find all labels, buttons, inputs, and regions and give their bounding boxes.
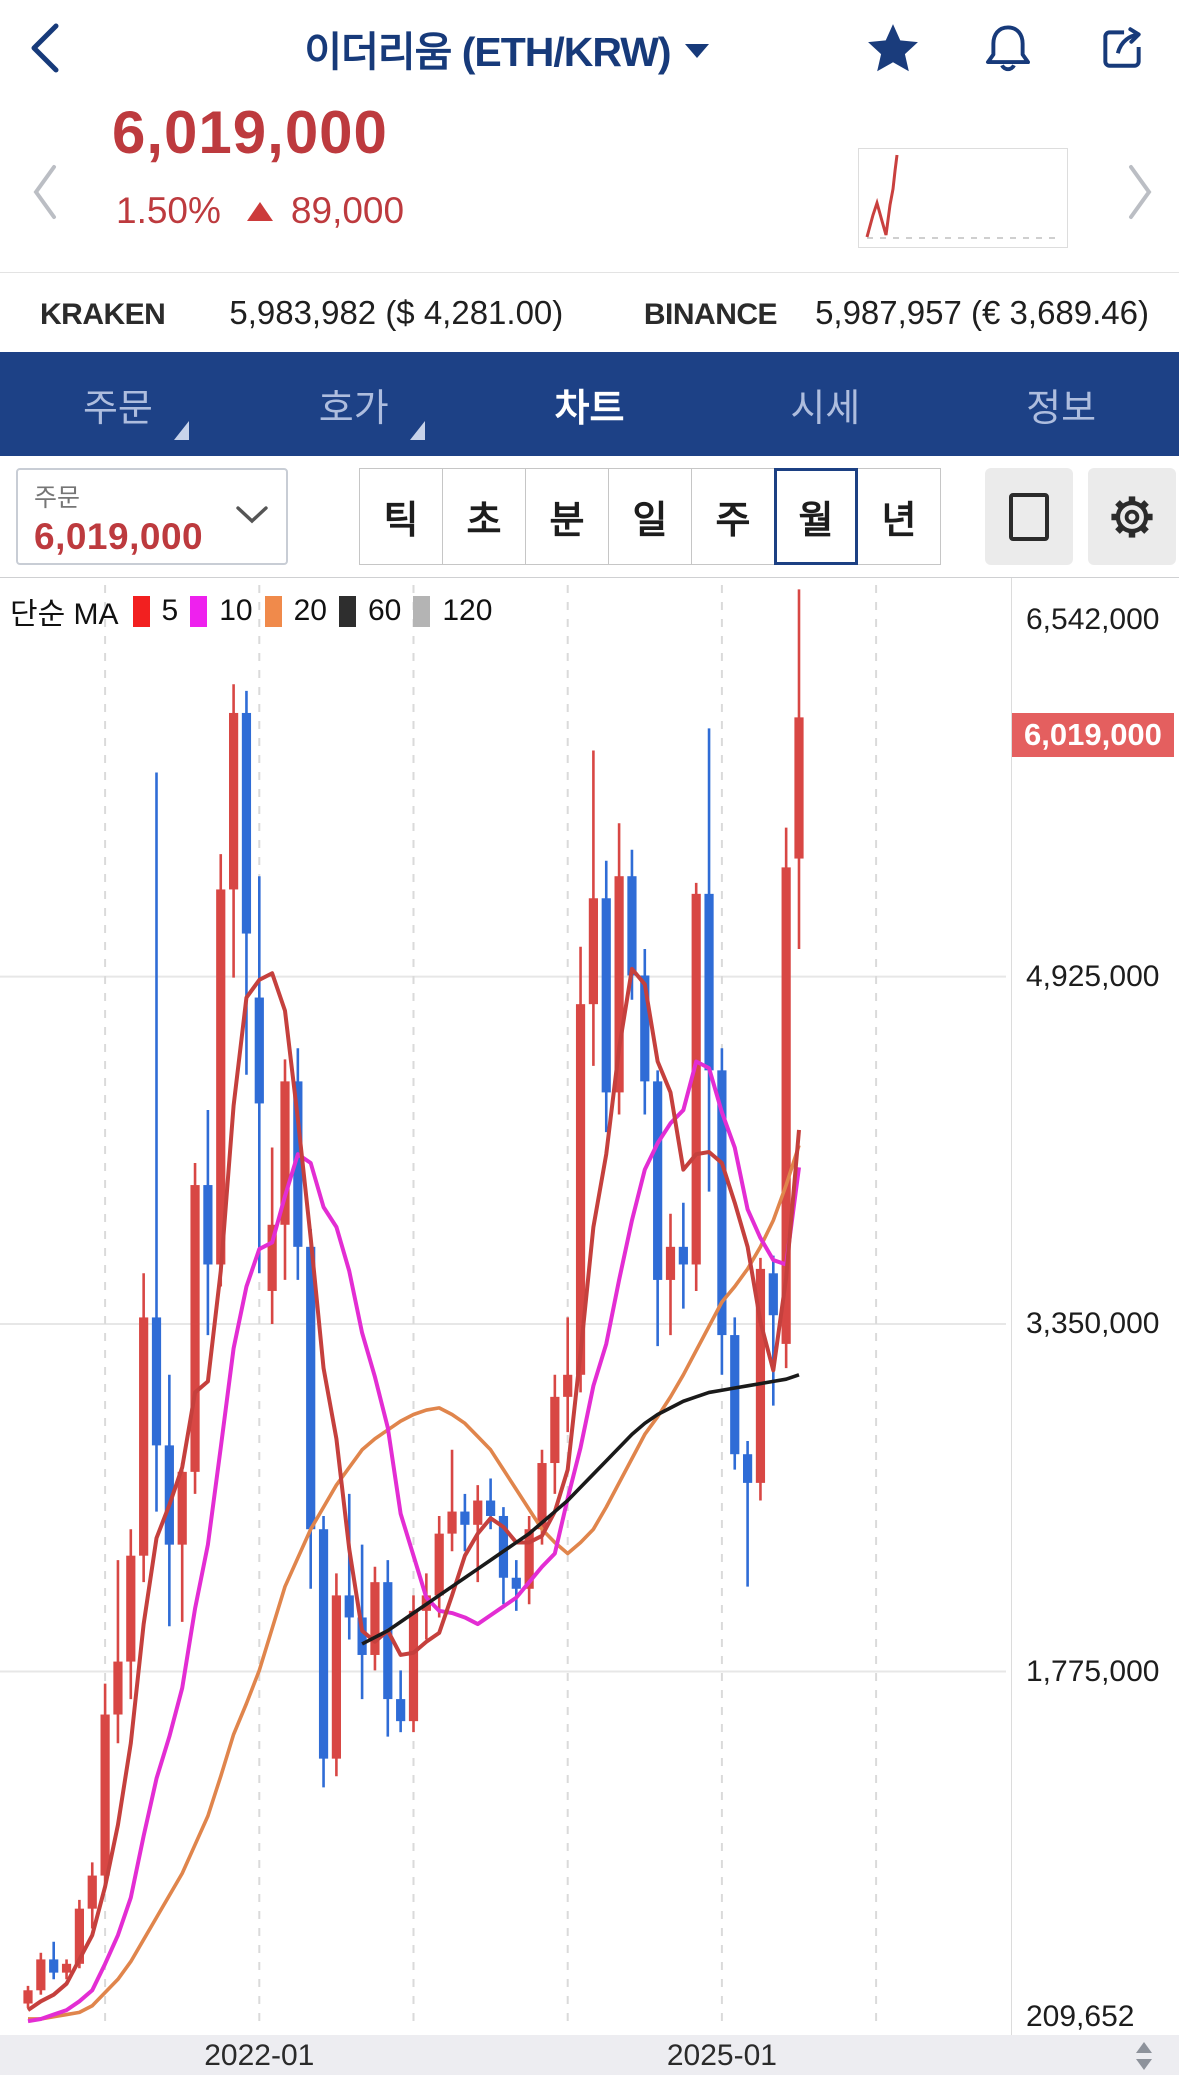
main-tab-bar: 주문 호가 차트 시세 정보: [0, 352, 1179, 456]
settings-button[interactable]: [1088, 468, 1176, 565]
y-axis-label: 4,925,000: [1026, 959, 1160, 993]
x-axis-label: 2025-01: [666, 2039, 777, 2072]
period-day[interactable]: 일: [608, 468, 692, 565]
back-button[interactable]: [26, 21, 116, 75]
prev-symbol-button[interactable]: [30, 162, 60, 225]
chevron-down-icon: [236, 506, 268, 524]
tab-label: 호가: [318, 387, 389, 430]
chevron-left-icon: [33, 165, 56, 219]
ma5-label: 5: [161, 594, 179, 627]
tab-order[interactable]: 주문: [0, 352, 236, 456]
gear-icon: [1111, 495, 1153, 538]
current-price-tag: 6,019,000: [1012, 713, 1174, 758]
price-section: 6,019,000 1.50% 89,000: [0, 96, 1179, 272]
next-symbol-button[interactable]: [1125, 162, 1155, 225]
dropdown-caret-icon: [684, 44, 709, 58]
ma120-color-chip: [413, 595, 431, 627]
order-box-value: 6,019,000: [34, 516, 204, 557]
period-month[interactable]: 월: [774, 468, 858, 565]
tab-label: 주문: [82, 387, 153, 430]
period-second[interactable]: 초: [442, 468, 526, 565]
change-amount: 89,000: [290, 190, 405, 231]
period-week[interactable]: 주: [691, 468, 775, 565]
chart-type-button[interactable]: [985, 468, 1073, 565]
period-year[interactable]: 년: [857, 468, 941, 565]
chart-region[interactable]: 단순 MA 5 10 20 60 120 6,542,000 4,925,000 3…: [0, 577, 1179, 2075]
ma20-label: 20: [293, 594, 327, 627]
symbol-title: 이더리움 (ETH/KRW): [304, 29, 671, 75]
tab-label: 정보: [1026, 387, 1097, 430]
page-title[interactable]: 이더리움 (ETH/KRW): [116, 18, 867, 78]
exchange-name: KRAKEN: [40, 297, 166, 331]
ma20-color-chip: [264, 595, 282, 627]
ma60-color-chip: [338, 595, 356, 627]
alert-button[interactable]: [983, 22, 1033, 74]
exchange-prices: KRAKEN 5,983,982 ($ 4,281.00) BINANCE 5,…: [0, 272, 1179, 352]
favorite-button[interactable]: [867, 23, 919, 73]
updown-arrows-icon[interactable]: [1128, 2040, 1160, 2072]
top-icons: [867, 22, 1153, 74]
ma10-label: 10: [219, 594, 253, 627]
y-axis-label: 1,775,000: [1026, 1654, 1160, 1688]
top-bar: 이더리움 (ETH/KRW): [0, 0, 1179, 96]
sparkline: [858, 148, 1068, 248]
exchange-kraken: KRAKEN 5,983,982 ($ 4,281.00): [40, 294, 563, 332]
up-triangle-icon: [246, 201, 273, 221]
submenu-corner-icon: [410, 421, 426, 440]
chevron-left-icon: [31, 23, 59, 73]
ma5-color-chip: [132, 595, 150, 627]
y-axis-label: 6,542,000: [1026, 602, 1160, 636]
period-button-group: 틱 초 분 일 주 월 년: [359, 468, 941, 565]
y-axis-label: 209,652: [1026, 1999, 1135, 2033]
tab-label: 시세: [790, 387, 861, 430]
square-icon: [1009, 492, 1049, 541]
tab-market[interactable]: 시세: [707, 352, 943, 456]
share-icon: [1103, 27, 1141, 68]
period-tick[interactable]: 틱: [359, 468, 443, 565]
submenu-corner-icon: [174, 421, 190, 440]
divider: [0, 577, 1179, 578]
candlestick-chart[interactable]: [0, 578, 1011, 2035]
order-price-dropdown[interactable]: 주문 6,019,000: [16, 468, 288, 565]
ma120-label: 120: [442, 594, 493, 627]
current-price: 6,019,000: [112, 99, 388, 166]
exchange-name: BINANCE: [643, 297, 778, 331]
ma-legend: 단순 MA 5 10 20 60 120: [10, 589, 492, 633]
y-axis: 6,542,000 4,925,000 3,350,000 1,775,000 209,…: [1011, 578, 1179, 2035]
tab-chart[interactable]: 차트: [472, 352, 708, 456]
tab-info[interactable]: 정보: [943, 352, 1179, 456]
ma60-label: 60: [367, 594, 402, 627]
order-box-label: 주문: [34, 484, 81, 512]
exchange-price: 5,983,982 ($ 4,281.00): [229, 293, 564, 331]
change-percent: 1.50%: [116, 190, 221, 231]
period-minute[interactable]: 분: [525, 468, 609, 565]
chart-controls: 주문 6,019,000 틱 초 분 일 주 월 년: [0, 456, 1179, 577]
bell-icon: [986, 25, 1030, 72]
x-axis[interactable]: 2022-01 2025-01: [0, 2035, 1179, 2075]
share-button[interactable]: [1097, 23, 1147, 73]
exchange-price: 5,987,957 (€ 3,689.46): [815, 293, 1149, 331]
price-change: 1.50% 89,000: [116, 190, 404, 232]
ma10-color-chip: [190, 595, 208, 627]
legend-title: 단순 MA: [10, 598, 119, 631]
exchange-binance: BINANCE 5,987,957 (€ 3,689.46): [644, 294, 1149, 332]
x-axis-label: 2022-01: [204, 2039, 315, 2072]
y-axis-label: 3,350,000: [1026, 1307, 1160, 1341]
chevron-right-icon: [1129, 165, 1152, 219]
tab-label: 차트: [554, 387, 625, 430]
tab-orderbook[interactable]: 호가: [236, 352, 472, 456]
star-icon: [868, 24, 918, 72]
